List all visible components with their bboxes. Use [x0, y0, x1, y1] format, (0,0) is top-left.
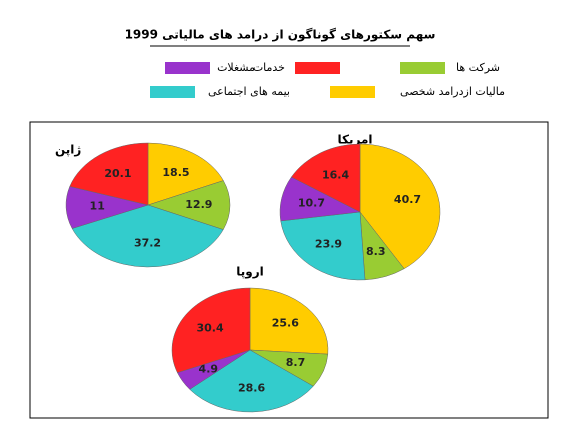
value-label: 8.3 — [366, 245, 386, 258]
legend-label: شرکت ها — [456, 61, 500, 74]
value-label: 23.9 — [315, 238, 342, 251]
pie-slice — [147, 180, 231, 230]
value-label: 28.6 — [238, 381, 265, 394]
pie-slice — [147, 142, 224, 206]
pie-slice — [291, 143, 361, 213]
pie-slice — [189, 349, 314, 413]
pie-slice — [249, 287, 329, 355]
value-label: 11 — [90, 200, 105, 213]
value-label: 30.4 — [196, 321, 223, 334]
value-label: 10.7 — [298, 196, 325, 209]
pie-title: ژاپن — [55, 143, 81, 157]
pie-slice — [71, 204, 224, 268]
legend-swatch — [400, 62, 445, 74]
legend-label: مالیات ازدرامد شخصی — [400, 85, 505, 98]
frame — [29, 121, 549, 419]
value-label: 18.5 — [162, 166, 189, 179]
pie-slice — [280, 211, 366, 281]
legend-label: خدمات — [253, 61, 285, 74]
legend-swatch — [150, 86, 195, 98]
value-label: 12.9 — [185, 198, 212, 211]
value-label: 8.7 — [286, 356, 306, 369]
value-label: 4.9 — [199, 362, 219, 375]
value-label: 40.7 — [394, 193, 421, 206]
legend-swatch — [330, 86, 375, 98]
pie-slice — [69, 142, 149, 206]
legend-swatch — [295, 62, 340, 74]
legend-label: مشغلات — [217, 61, 255, 74]
pie-slice — [171, 287, 251, 373]
chart-title: سهم سکتورهای گوناگون از درامد های مالیات… — [125, 28, 436, 43]
pie-title: امریکا — [338, 133, 373, 147]
legend-label: بیمه های اجتماعی — [208, 85, 290, 98]
value-label: 37.2 — [134, 236, 161, 249]
value-label: 16.4 — [322, 168, 349, 181]
legend-swatch — [165, 62, 210, 74]
pie-title: اروپا — [236, 265, 264, 280]
value-label: 20.1 — [104, 167, 131, 180]
value-label: 25.6 — [272, 317, 299, 330]
